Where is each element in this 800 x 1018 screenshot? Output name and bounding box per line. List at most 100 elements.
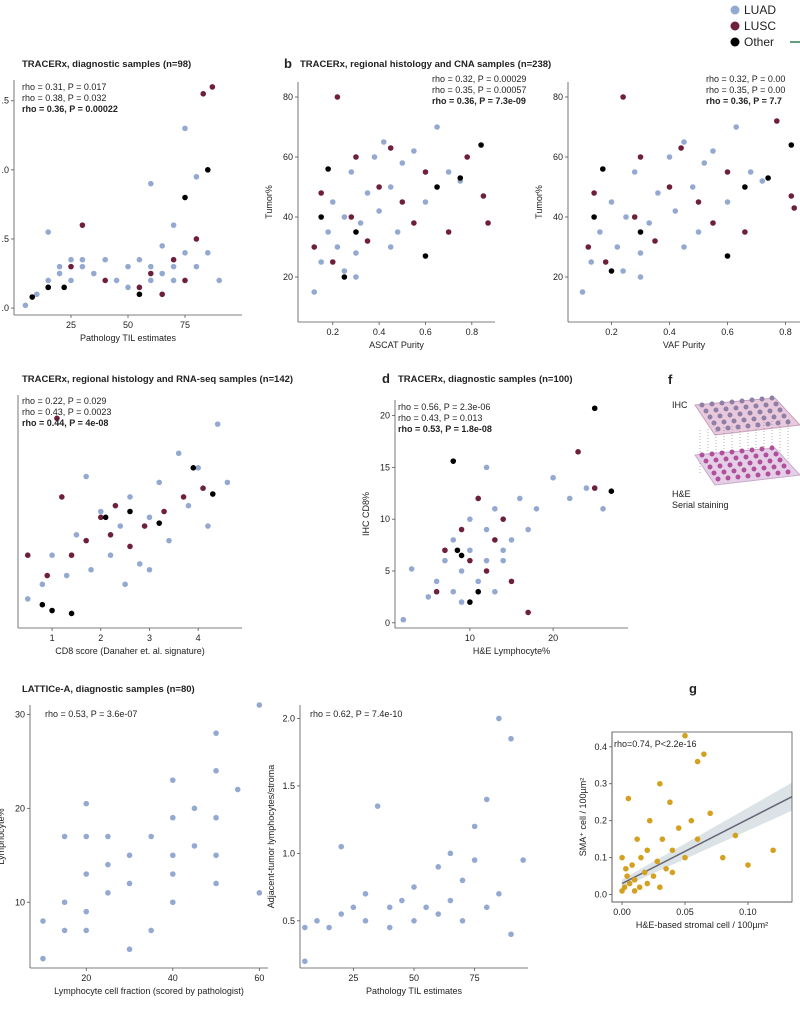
data-point (311, 244, 318, 250)
data-point (353, 274, 359, 280)
data-point (675, 825, 682, 831)
legend-label: Other (744, 35, 774, 49)
data-point (302, 924, 308, 931)
data-point (433, 588, 440, 595)
data-point (362, 917, 369, 924)
ihc-cell (763, 402, 769, 408)
data-point (170, 263, 177, 270)
data-point (631, 888, 638, 894)
data-point (478, 142, 484, 148)
data-point (745, 862, 751, 868)
data-point (467, 547, 473, 554)
data-point (425, 594, 432, 600)
data-point (445, 229, 452, 235)
data-point (467, 516, 473, 522)
ihc-cell (747, 410, 753, 416)
x-tick-label: 0.4 (663, 327, 676, 337)
data-point (329, 259, 336, 265)
data-point (213, 767, 219, 774)
data-point (170, 871, 176, 877)
data-point (483, 904, 490, 911)
data-point (91, 270, 97, 277)
data-point (102, 277, 108, 284)
data-point (710, 220, 716, 226)
data-point (156, 520, 163, 526)
data-point (399, 160, 406, 166)
data-point (525, 526, 531, 533)
panel-title: LATTICe-A, diagnostic samples (n=80) (22, 684, 195, 695)
data-point (597, 229, 603, 235)
data-point (376, 184, 382, 190)
data-point (400, 616, 407, 623)
ihc-cell (751, 416, 757, 422)
data-point (348, 214, 355, 220)
annotation: rho = 0.43, P = 0.0023 (22, 407, 111, 417)
data-point (774, 118, 780, 124)
data-point (182, 194, 188, 201)
data-point (442, 557, 448, 564)
y-tick-label: .5 (1, 96, 9, 106)
y-tick-label: 80 (553, 92, 563, 102)
x-tick-label: 2 (98, 633, 103, 643)
data-point (170, 222, 177, 228)
data-point (387, 184, 394, 190)
data-point (650, 873, 657, 879)
data-point (483, 796, 490, 803)
data-point (654, 858, 661, 865)
data-point (644, 880, 651, 887)
y-axis-label: Tumor% (534, 185, 544, 219)
ihc-cell (721, 419, 727, 425)
ihc-cell (733, 405, 739, 411)
data-point (411, 917, 417, 924)
data-point (442, 547, 448, 554)
annotation: rho = 0.32, P = 0.00029 (432, 74, 526, 84)
data-point (447, 850, 454, 857)
data-point (127, 494, 133, 500)
x-axis-label: VAF Purity (663, 340, 706, 350)
x-tick-label: 75 (470, 973, 480, 983)
data-point (423, 904, 429, 911)
data-point (97, 514, 104, 521)
data-point (102, 514, 109, 521)
panel-label: d (382, 371, 390, 386)
data-point (629, 862, 635, 868)
data-point (40, 955, 46, 962)
y-axis-label: Adjacent-tumor lymphocytes/stroma (266, 765, 276, 909)
data-point (353, 250, 359, 256)
data-point (191, 805, 198, 812)
ihc-cell (699, 402, 705, 408)
data-point (170, 277, 177, 284)
y-tick-label: 40 (283, 212, 293, 222)
ihc-cell (775, 420, 781, 426)
data-point (681, 139, 687, 145)
he-cell (735, 474, 741, 480)
he-cell (775, 470, 781, 476)
y-tick-label: 60 (553, 152, 563, 162)
x-axis-label: Pathology TIL estimates (80, 333, 177, 343)
he-cell (759, 446, 765, 452)
ihc-cell (773, 401, 779, 407)
he-cell (745, 473, 751, 479)
data-point (732, 832, 739, 839)
data-point (56, 263, 63, 270)
data-point (175, 450, 182, 457)
data-point (724, 169, 731, 175)
y-tick-label: 20 (553, 272, 563, 282)
data-point (61, 927, 68, 934)
panel-title: TRACERx, diagnostic samples (n=98) (22, 59, 191, 70)
data-point (256, 890, 263, 896)
data-point (411, 148, 417, 154)
he-cell (703, 458, 709, 464)
data-point (193, 263, 200, 270)
ihc-cell (725, 425, 731, 431)
y-axis-label: SMA⁺ cell / 100µm² (578, 778, 588, 856)
y-tick-label: .5 (1, 234, 9, 244)
data-point (445, 169, 452, 175)
ihc-cell (713, 407, 719, 413)
data-point (636, 884, 643, 891)
data-point (136, 256, 143, 263)
data-point (338, 843, 345, 850)
data-point (136, 284, 143, 291)
y-tick-label: 2.0 (282, 713, 295, 723)
x-tick-label: 20 (548, 633, 558, 643)
